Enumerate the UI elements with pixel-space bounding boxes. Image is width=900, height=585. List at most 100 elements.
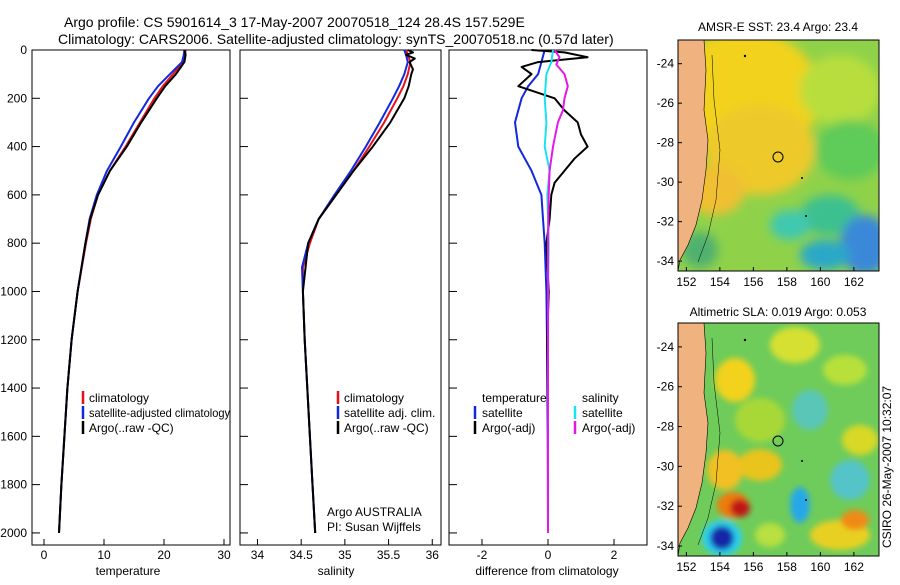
- map-y-tick-label: -32: [657, 215, 675, 229]
- x-tick-label: 34.5: [289, 548, 313, 562]
- x-tick-label: 10: [97, 548, 111, 562]
- map-x-tick-label: 156: [743, 275, 763, 289]
- difference-legend-salinity: salinity satellite Argo(-adj): [573, 391, 635, 435]
- map-y-tick-label: -26: [657, 96, 675, 110]
- series-salinity-argo-adj: [547, 49, 569, 533]
- map-x-tick-label: 158: [777, 275, 797, 289]
- temperature-legend: climatology satellite-adjusted climatolo…: [81, 391, 230, 435]
- sst-map-frame: [677, 39, 880, 272]
- salinity-panel: 34 34.5 35 35.5 36 salinity climatology sate…: [239, 49, 442, 578]
- map-x-tick-label: 162: [844, 275, 864, 289]
- depth-tick-label: 800: [7, 236, 27, 250]
- map-x-tick-label: 158: [777, 560, 797, 574]
- sla-map-field: [678, 323, 879, 556]
- sla-map: Altimetric SLA: 0.019 Argo: 0.053: [657, 305, 880, 574]
- series-climatology: [301, 49, 412, 533]
- x-tick-label: 34: [251, 548, 265, 562]
- difference-xlabel: difference from climatology: [475, 564, 618, 578]
- map-x-tick-label: 152: [676, 275, 696, 289]
- map-y-tick-label: -28: [657, 136, 675, 150]
- depth-tick-label: 1000: [0, 284, 27, 298]
- argo-program-annotation: Argo AUSTRALIA: [327, 505, 422, 519]
- series-argo-raw-qc: [301, 49, 416, 533]
- sst-map-field: [678, 40, 879, 271]
- depth-tick-label: 1400: [0, 381, 27, 395]
- depth-tick-label: 2000: [0, 526, 27, 540]
- map-x-tick-label: 162: [844, 560, 864, 574]
- map-x-tick-label: 154: [710, 560, 730, 574]
- figure-title-line2: Climatology: CARS2006. Satellite-adjuste…: [58, 31, 614, 47]
- difference-panel: -2 0 2 difference from climatology tempera…: [448, 49, 648, 578]
- legend-label-climatology: climatology: [344, 391, 404, 405]
- depth-tick-label: 0: [20, 43, 27, 57]
- legend-heading-temperature: temperature: [482, 391, 547, 405]
- sla-map-title: Altimetric SLA: 0.019 Argo: 0.053: [690, 305, 867, 319]
- series-temperature-satellite: [514, 49, 549, 533]
- difference-series: [514, 49, 589, 533]
- depth-tick-label: 1600: [0, 429, 27, 443]
- sla-map-ticks: 152 154 156 158 160 162 -24 -26 -28 -30 -32 -34: [657, 340, 865, 574]
- x-tick-label: 20: [157, 548, 171, 562]
- map-y-tick-label: -30: [657, 175, 675, 189]
- map-y-tick-label: -30: [657, 459, 675, 473]
- temperature-series: [58, 49, 187, 533]
- legend-label-argo: Argo(..raw -QC): [89, 421, 174, 435]
- map-y-tick-label: -24: [657, 340, 675, 354]
- depth-tick-label: 1800: [0, 478, 27, 492]
- map-y-tick-label: -34: [657, 254, 675, 268]
- legend-heading-salinity: salinity: [582, 391, 619, 405]
- map-y-tick-label: -28: [657, 420, 675, 434]
- difference-legend-temperature: temperature satellite Argo(-adj): [473, 391, 547, 435]
- legend-label-satellite: satellite adj. clim.: [344, 406, 435, 420]
- legend-label-climatology: climatology: [89, 391, 149, 405]
- depth-tick-label: 1200: [0, 333, 27, 347]
- map-x-tick-label: 154: [710, 275, 730, 289]
- temperature-panel: 0 10 20 30 temperature climatology satellit…: [31, 49, 231, 578]
- salinity-series: [301, 49, 416, 533]
- x-tick-label: -2: [477, 548, 488, 562]
- legend-label-temp-satellite: satellite: [482, 406, 523, 420]
- depth-tick-label: 400: [7, 140, 27, 154]
- series-satellite-adj-clim: [301, 49, 409, 533]
- credit-timestamp: CSIRO 26-May-2007 10:32:07: [880, 386, 894, 548]
- depth-tick-label: 200: [7, 91, 27, 105]
- x-tick-label: 35: [338, 548, 352, 562]
- sst-map: AMSR-E SST: 23.4 Argo: 23.4: [657, 20, 880, 289]
- map-y-tick-label: -32: [657, 499, 675, 513]
- salinity-axes-frame: [239, 49, 442, 546]
- sst-map-title: AMSR-E SST: 23.4 Argo: 23.4: [698, 20, 858, 34]
- argo-pi-annotation: PI: Susan Wijffels: [327, 520, 421, 534]
- temperature-xlabel: temperature: [96, 564, 161, 578]
- figure-title-line1: Argo profile: CS 5901614_3 17-May-2007 2…: [64, 14, 525, 30]
- temperature-x-ticks: 0 10 20 30: [41, 539, 231, 562]
- salinity-legend: climatology satellite adj. clim. Argo(..…: [336, 391, 435, 435]
- map-y-tick-label: -26: [657, 380, 675, 394]
- map-y-tick-label: -24: [657, 57, 675, 71]
- salinity-xlabel: salinity: [318, 564, 355, 578]
- legend-label-temp-argo: Argo(-adj): [482, 421, 535, 435]
- depth-tick-label: 600: [7, 188, 27, 202]
- sst-map-ticks: 152 154 156 158 160 162 -24 -26 -28 -30 -32 -34: [657, 57, 865, 289]
- legend-label-sal-argo: Argo(-adj): [582, 421, 635, 435]
- x-tick-label: 35.5: [377, 548, 401, 562]
- difference-x-ticks: -2 0 2: [477, 539, 618, 562]
- depth-axis: 0 200 400 600 800 1000 1200 1400 1600 1800 2000: [0, 43, 457, 540]
- map-x-tick-label: 160: [810, 275, 830, 289]
- x-tick-label: 0: [545, 548, 552, 562]
- x-tick-label: 36: [426, 548, 440, 562]
- temperature-axes-frame: [31, 49, 231, 546]
- legend-label-satellite: satellite-adjusted climatology: [89, 406, 230, 420]
- series-temperature-argo-adj: [517, 49, 589, 533]
- x-tick-label: 30: [217, 548, 231, 562]
- salinity-x-ticks: 34 34.5 35 35.5 36: [251, 539, 439, 562]
- x-tick-label: 2: [611, 548, 618, 562]
- map-y-tick-label: -34: [657, 539, 675, 553]
- map-x-tick-label: 156: [743, 560, 763, 574]
- sla-map-frame: [677, 322, 880, 557]
- legend-label-argo: Argo(..raw -QC): [344, 421, 429, 435]
- map-x-tick-label: 160: [810, 560, 830, 574]
- map-x-tick-label: 152: [676, 560, 696, 574]
- legend-label-sal-satellite: satellite: [582, 406, 623, 420]
